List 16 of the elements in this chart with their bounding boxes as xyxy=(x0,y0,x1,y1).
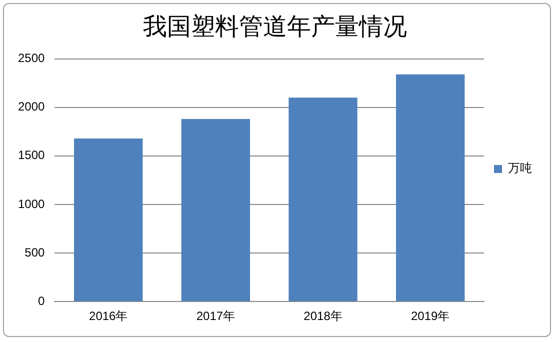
y-tick-label: 2000 xyxy=(18,100,46,114)
y-tick-label: 1000 xyxy=(18,196,46,211)
x-tick-label: 2018年 xyxy=(304,309,342,324)
y-tick-label: 1500 xyxy=(18,148,46,162)
y-tick-label: 500 xyxy=(24,245,46,260)
x-tick-label: 2019年 xyxy=(410,309,450,324)
bar xyxy=(74,138,143,302)
x-tick-label: 2017年 xyxy=(196,309,236,324)
chart-title: 我国塑料管道年产量情况 xyxy=(143,12,407,41)
y-tick-label: 0 xyxy=(38,294,46,308)
bar xyxy=(396,74,465,302)
bar xyxy=(288,98,358,302)
bar xyxy=(181,119,250,302)
x-tick-label: 2016年 xyxy=(89,309,128,324)
y-tick-label: 2500 xyxy=(18,51,46,66)
legend-label: 万吨 xyxy=(508,161,532,176)
